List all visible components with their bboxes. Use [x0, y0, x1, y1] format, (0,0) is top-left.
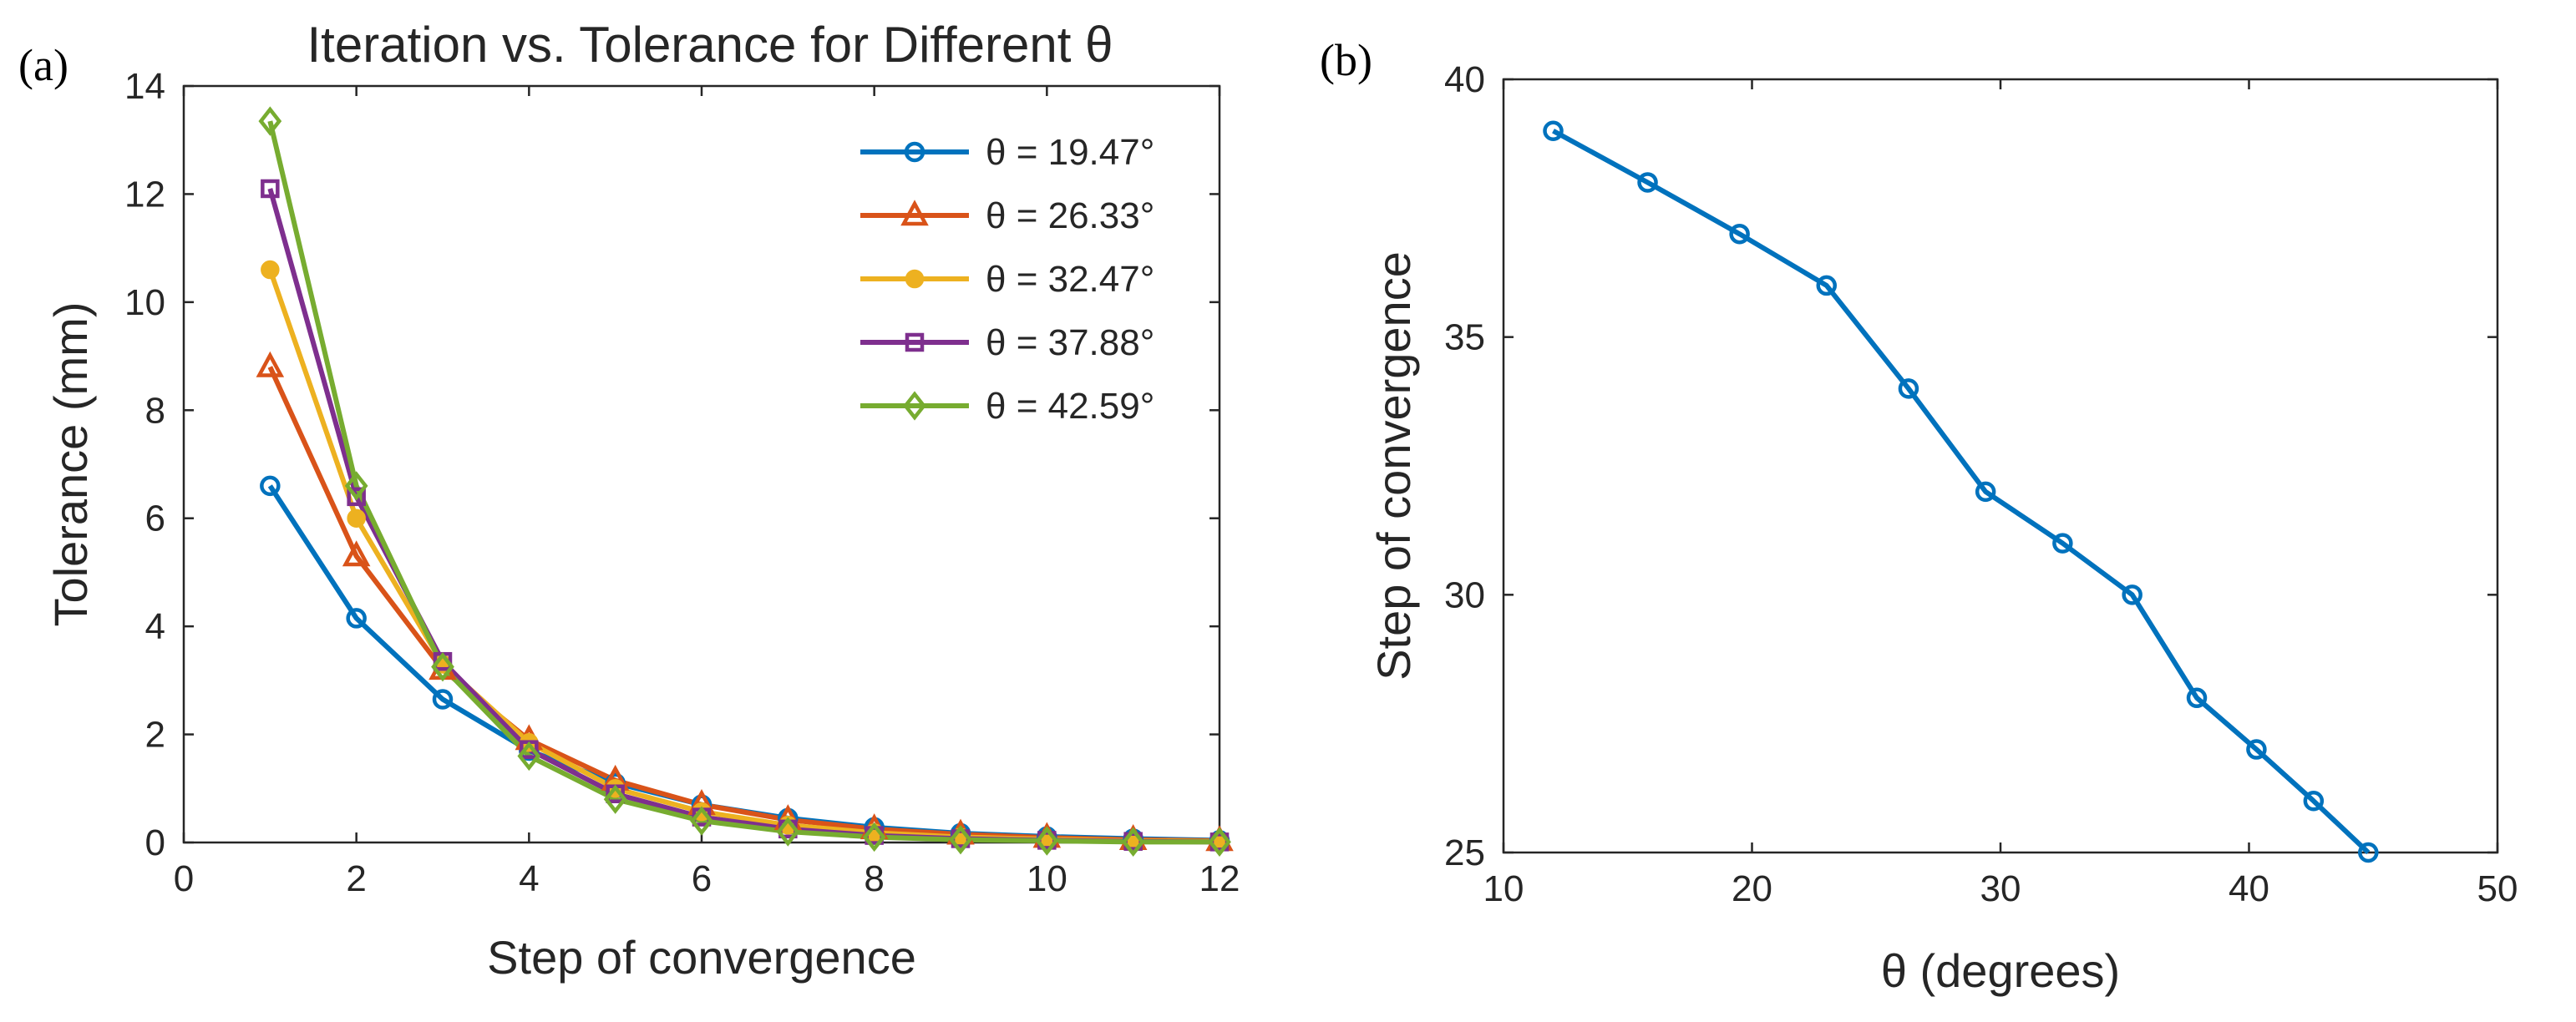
x-tick-label: 12: [1199, 858, 1240, 899]
data-point-step-of-convergence: [1816, 275, 1837, 296]
data-point-step-of-convergence: [2303, 791, 2325, 812]
y-tick-label: 14: [124, 66, 165, 107]
data-point-step-of-convergence: [1975, 481, 1996, 503]
x-tick-label: 30: [1980, 868, 2021, 909]
y-tick-label: 6: [145, 498, 165, 539]
legend-item-26-33: θ = 26.33°: [860, 195, 1154, 236]
data-point-42-59: [603, 784, 627, 814]
data-point-26-33: [256, 351, 285, 377]
panel-b-y-axis-label: Step of convergence: [1367, 251, 1420, 680]
y-tick-label: 25: [1444, 832, 1485, 873]
legend-label: θ = 32.47°: [986, 259, 1154, 300]
panel-a-tolerance-chart: (a) Iteration vs. Tolerance for Differen…: [18, 17, 1240, 984]
y-tick-label: 40: [1444, 59, 1485, 100]
x-tick-label: 10: [1027, 858, 1067, 899]
data-point-42-59: [431, 652, 454, 682]
panel-b-plot-box: [1502, 78, 2499, 854]
data-point-19-47: [432, 689, 454, 710]
panel-b-x-axis-label: θ (degrees): [1881, 944, 2120, 997]
y-tick-label: 4: [145, 606, 165, 647]
y-tick-label: 0: [145, 822, 165, 863]
data-point-32-47: [347, 508, 366, 528]
data-point-step-of-convergence: [1898, 378, 1919, 399]
panel-b-markers: [1543, 120, 2379, 863]
legend-item-42-59: θ = 42.59°: [860, 386, 1154, 427]
data-point-42-59: [517, 741, 541, 772]
data-point-step-of-convergence: [2246, 739, 2267, 760]
data-point-19-47: [260, 475, 281, 497]
legend-marker: [905, 269, 925, 289]
legend-item-32-47: θ = 32.47°: [860, 259, 1154, 300]
data-point-37-88: [347, 487, 366, 507]
data-point-42-59: [344, 471, 368, 501]
legend-marker: [900, 200, 929, 226]
legend-label: θ = 37.88°: [986, 322, 1154, 363]
data-point-step-of-convergence: [2052, 533, 2073, 554]
y-tick-label: 35: [1444, 317, 1485, 358]
data-point-42-59: [690, 806, 713, 836]
panel-b-series-lines: [1552, 129, 2371, 855]
panel-a-markers: [256, 106, 1234, 857]
series-line-step-of-convergence: [1552, 129, 2371, 855]
y-tick-label: 12: [124, 174, 165, 215]
data-point-42-59: [258, 106, 282, 136]
legend-item-19-47: θ = 19.47°: [860, 132, 1154, 173]
x-tick-label: 40: [2229, 868, 2269, 909]
data-point-42-59: [862, 822, 886, 853]
x-tick-label: 4: [519, 858, 539, 899]
panel-b-label: (b): [1320, 35, 1372, 85]
y-tick-label: 8: [145, 390, 165, 431]
panel-b-steps-chart: (b) 10 20 30 40 50 25 30 35 40 θ (degrees) Step …: [1320, 35, 2518, 997]
panel-a-legend: θ = 19.47° θ = 26.33° θ = 32.47° θ = 37.88°…: [860, 132, 1154, 427]
data-point-step-of-convergence: [1637, 172, 1658, 193]
data-point-42-59: [949, 825, 972, 855]
data-point-42-59: [776, 817, 800, 847]
legend-label: θ = 19.47°: [986, 132, 1154, 173]
data-point-step-of-convergence: [2186, 687, 2208, 709]
x-tick-label: 50: [2477, 868, 2518, 909]
legend-item-37-88: θ = 37.88°: [860, 322, 1154, 363]
data-point-42-59: [1121, 827, 1145, 857]
series-line-19-47: [267, 484, 1220, 843]
data-point-19-47: [346, 608, 367, 629]
panel-a-x-axis-label: Step of convergence: [487, 931, 916, 984]
data-point-step-of-convergence: [2122, 584, 2142, 605]
panel-a-label: (a): [18, 40, 68, 90]
panel-a-y-axis-label: Tolerance (mm): [44, 302, 97, 627]
data-point-42-59: [1035, 826, 1059, 856]
panel-a-series-lines: [267, 120, 1220, 845]
panel-a-title: Iteration vs. Tolerance for Different θ: [307, 17, 1113, 73]
x-tick-label: 6: [692, 858, 712, 899]
data-point-step-of-convergence: [2358, 842, 2379, 863]
x-tick-label: 8: [864, 858, 884, 899]
x-tick-label: 0: [174, 858, 194, 899]
x-tick-label: 10: [1483, 868, 1524, 909]
y-tick-label: 10: [124, 282, 165, 323]
legend-marker: [904, 141, 925, 163]
series-line-42-59: [267, 120, 1220, 845]
x-tick-label: 20: [1732, 868, 1772, 909]
y-tick-label: 2: [145, 715, 165, 756]
y-tick-label: 30: [1444, 574, 1485, 615]
legend-label: θ = 26.33°: [986, 195, 1154, 236]
panel-b-ticks: 10 20 30 40 50 25 30 35 40: [1444, 59, 2518, 909]
data-point-26-33: [342, 540, 371, 567]
legend-marker: [905, 332, 925, 352]
data-point-step-of-convergence: [1543, 120, 1564, 141]
legend-marker: [903, 391, 926, 421]
data-point-step-of-convergence: [1729, 223, 1750, 245]
data-point-42-59: [1208, 827, 1231, 857]
legend-label: θ = 42.59°: [986, 386, 1154, 427]
data-point-37-88: [261, 179, 280, 199]
panel-a-ticks: 0 2 4 6 8 10 12 0 2 4 6 8 10 12 14: [124, 66, 1240, 899]
x-tick-label: 2: [346, 858, 366, 899]
data-point-32-47: [261, 260, 280, 280]
